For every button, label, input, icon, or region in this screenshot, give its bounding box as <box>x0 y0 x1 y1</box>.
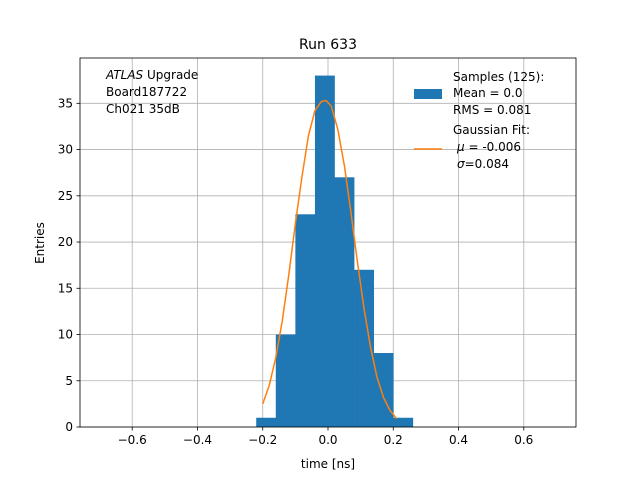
y-tick-label: 20 <box>58 235 73 249</box>
x-tick-label: 0.6 <box>514 433 533 447</box>
fit-curve <box>262 99 398 420</box>
y-tick-label: 5 <box>65 374 73 388</box>
histogram-bars <box>256 75 414 428</box>
x-tick-label: 0.0 <box>318 433 337 447</box>
y-axis-label: Entries <box>33 222 47 264</box>
histogram-bar <box>275 334 296 427</box>
legend-histogram-rms: RMS = 0.081 <box>453 103 531 117</box>
histogram-bar <box>295 214 316 427</box>
annotation-upgrade: Upgrade <box>143 68 198 82</box>
y-axis-ticks: 0 5 10 15 20 25 30 35 <box>58 96 80 434</box>
y-tick-label: 0 <box>65 420 73 434</box>
y-tick-label: 10 <box>58 328 73 342</box>
x-axis-label: time [ns] <box>301 457 355 471</box>
gaussian-fit <box>262 99 398 420</box>
legend-fit-sigma: σ=0.084 <box>457 157 509 171</box>
annotation-line-3: Ch021 35dB <box>106 102 180 116</box>
legend-fit-mu: μ = -0.006 <box>456 140 521 154</box>
x-axis-ticks: −0.6 −0.4 −0.2 0.0 0.2 0.4 0.6 <box>118 427 533 447</box>
legend: Samples (125): Mean = 0.0 RMS = 0.081 Ga… <box>414 70 544 171</box>
x-tick-label: −0.2 <box>248 433 277 447</box>
y-tick-label: 30 <box>58 143 73 157</box>
legend-histogram-swatch <box>414 89 442 99</box>
x-tick-label: −0.6 <box>118 433 147 447</box>
annotation-line-2: Board187722 <box>106 85 187 99</box>
x-tick-label: 0.4 <box>449 433 468 447</box>
annotation: ATLAS Upgrade Board187722 Ch021 35dB <box>105 68 198 116</box>
legend-histogram-mean: Mean = 0.0 <box>453 86 522 100</box>
x-tick-label: 0.2 <box>384 433 403 447</box>
annotation-line-1: ATLAS Upgrade <box>105 68 198 82</box>
chart-title: Run 633 <box>299 37 357 53</box>
annotation-atlas: ATLAS <box>105 68 144 82</box>
y-tick-label: 15 <box>58 281 73 295</box>
histogram-bar <box>393 417 414 427</box>
histogram-bar <box>314 75 335 428</box>
histogram-bar <box>334 177 355 427</box>
legend-histogram-label: Samples (125): <box>453 70 544 84</box>
y-tick-label: 25 <box>58 189 73 203</box>
y-tick-label: 35 <box>58 96 73 110</box>
legend-fit-label: Gaussian Fit: <box>453 123 530 137</box>
histogram-bar <box>256 417 277 427</box>
histogram-bar <box>373 353 394 427</box>
histogram-bar <box>354 269 374 427</box>
x-tick-label: −0.4 <box>183 433 212 447</box>
